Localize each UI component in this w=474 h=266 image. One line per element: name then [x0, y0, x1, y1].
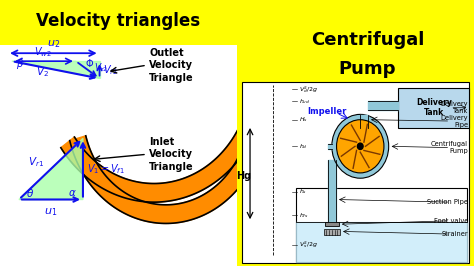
Text: Hg: Hg — [236, 171, 251, 181]
Text: Outlet
Velocity
Triangle: Outlet Velocity Triangle — [149, 48, 194, 82]
Polygon shape — [61, 103, 264, 202]
Text: Suction Pipe: Suction Pipe — [427, 199, 468, 205]
FancyBboxPatch shape — [0, 45, 237, 266]
Text: $V_d^2/2g$: $V_d^2/2g$ — [299, 84, 318, 94]
FancyBboxPatch shape — [323, 229, 340, 235]
Circle shape — [357, 143, 363, 149]
Text: $\beta$: $\beta$ — [16, 57, 24, 71]
Text: $V_{w2}$: $V_{w2}$ — [34, 45, 52, 59]
Text: $h_{fs}$: $h_{fs}$ — [299, 211, 308, 220]
Text: $V_s^2/2g$: $V_s^2/2g$ — [299, 239, 318, 250]
Text: $V_{r1}$: $V_{r1}$ — [27, 155, 44, 169]
Text: $H_s$: $H_s$ — [299, 115, 308, 124]
Polygon shape — [76, 61, 100, 78]
Text: $\Phi$: $\Phi$ — [85, 57, 95, 69]
Text: $h_d$: $h_d$ — [299, 142, 307, 151]
Text: $u_2$: $u_2$ — [47, 38, 60, 50]
Polygon shape — [12, 61, 100, 78]
Polygon shape — [70, 136, 252, 223]
Text: $\alpha$: $\alpha$ — [68, 188, 77, 198]
Text: $V_1 = V_{f1}$: $V_1 = V_{f1}$ — [86, 162, 125, 176]
FancyBboxPatch shape — [237, 0, 474, 80]
FancyBboxPatch shape — [0, 0, 237, 45]
Text: $V_2$: $V_2$ — [36, 65, 49, 79]
Text: $h_{vd}$: $h_{vd}$ — [299, 97, 310, 106]
Text: Foot valve: Foot valve — [434, 218, 468, 224]
Text: $V_{r2}$: $V_{r2}$ — [94, 62, 108, 74]
Text: Delivery
Pipe: Delivery Pipe — [440, 115, 468, 127]
Text: Centrifugal: Centrifugal — [310, 31, 424, 49]
Circle shape — [337, 120, 384, 173]
FancyBboxPatch shape — [398, 88, 469, 128]
FancyBboxPatch shape — [325, 222, 339, 226]
FancyBboxPatch shape — [296, 188, 467, 262]
Text: Delivery
Tank: Delivery Tank — [440, 101, 468, 114]
Text: $h_s$: $h_s$ — [299, 187, 307, 196]
Text: Strainer: Strainer — [441, 231, 468, 237]
Text: Inlet
Velocity
Triangle: Inlet Velocity Triangle — [149, 137, 194, 172]
Text: $\theta$: $\theta$ — [26, 187, 34, 199]
Text: Impeller: Impeller — [307, 107, 347, 116]
Text: Velocity triangles: Velocity triangles — [36, 12, 201, 30]
FancyBboxPatch shape — [242, 82, 469, 263]
Circle shape — [332, 114, 389, 178]
Text: Centrifugal
Pump: Centrifugal Pump — [431, 141, 468, 154]
Polygon shape — [19, 138, 83, 200]
Text: $V_{f2}$: $V_{f2}$ — [103, 63, 118, 77]
Text: Delivery
Tank: Delivery Tank — [416, 98, 452, 117]
Text: $u_1$: $u_1$ — [44, 206, 58, 218]
Text: Pump: Pump — [338, 60, 396, 78]
